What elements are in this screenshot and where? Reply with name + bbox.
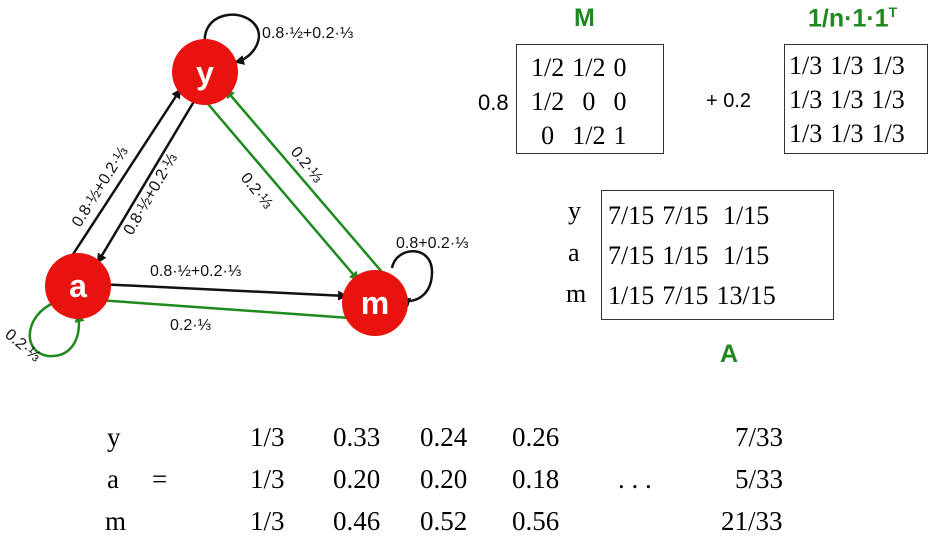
edge-m-to-a [96, 295, 351, 320]
matrix-u-row: 1/3 1/3 1/3 [785, 117, 909, 151]
iter-cell: 0.20 [333, 464, 381, 494]
iter-cell: 1/3 [250, 506, 285, 536]
iter-final: 21/33 [721, 506, 783, 536]
iter-final: 7/33 [735, 422, 784, 452]
node-m-label: m [361, 285, 389, 321]
iter-cell: 1/3 [250, 422, 285, 452]
matrix-u-cell: 1/3 [789, 119, 823, 148]
iter-final: 5/33 [735, 464, 784, 494]
matrix-a-cell: 1/15 [722, 201, 770, 230]
matrix-u-cell: 1/3 [871, 51, 905, 80]
iter-cell: 0.20 [420, 464, 468, 494]
matrix-a-row: 1/15 7/15 13/15 [604, 276, 780, 316]
label-m-a: 0.2·⅓ [170, 317, 211, 334]
matrix-a-cell: 7/15 [608, 201, 655, 230]
matrix-u-cell: 1/3 [830, 85, 864, 114]
matrix-a-cell: 1/15 [662, 241, 709, 270]
matrix-m-cell: 1 [613, 121, 627, 150]
iter-label-m: m [105, 506, 127, 536]
matrix-u-row: 1/3 1/3 1/3 [785, 49, 909, 83]
matrix-u-cell: 1/3 [830, 51, 864, 80]
matrix-m-cell: 0 [582, 87, 596, 116]
node-m-circle [342, 270, 408, 336]
matrix-u-title-text: 1/n·1·1 [808, 4, 889, 33]
iter-cell: 0.18 [512, 464, 560, 494]
matrix-u-cell: 1/3 [789, 85, 823, 114]
matrix-m-cell: 1/2 [531, 87, 565, 116]
iter-cell: 0.56 [512, 506, 560, 536]
iter-cell: 0.46 [333, 506, 381, 536]
label-a-m: 0.8·½+0.2·⅓ [150, 263, 241, 280]
matrix-u-cell: 1/3 [871, 85, 905, 114]
matrix-m-cell: 0 [541, 121, 555, 150]
node-a-circle [45, 253, 111, 319]
node-y-circle [172, 39, 238, 105]
edge-y-to-m [207, 103, 360, 282]
matrix-a-title: A [720, 340, 739, 368]
matrix-a-cell: 7/15 [662, 201, 709, 230]
edge-a-to-y [66, 88, 182, 263]
matrix-a-row: 7/15 1/15 1/15 [604, 236, 780, 276]
edge-y-self [203, 13, 261, 65]
matrix-a-cell: 7/15 [662, 281, 709, 310]
label-m-self: 0.8+0.2·⅓ [396, 235, 469, 252]
iter-cell: 0.33 [333, 422, 381, 452]
matrix-a-cell: 13/15 [716, 281, 776, 310]
matrix-a-row-label-a: a [568, 238, 580, 267]
node-y-label: y [196, 55, 214, 91]
iter-cell: 0.52 [420, 506, 468, 536]
iter-label-a: a [107, 464, 119, 494]
iter-cell: 0.24 [420, 422, 468, 452]
markov-graph: y a m 0.8·½+0.2·⅓ 0.8·½+0.2·⅓ 0.8·½+0.2·… [1, 13, 469, 365]
iter-cell: 1/3 [250, 464, 285, 494]
matrix-m-scalar: 0.8 [478, 90, 509, 115]
matrix-u-title: 1/n·1·1T [808, 4, 897, 33]
matrix-u-cell: 1/3 [789, 51, 823, 80]
iter-equals: = [152, 464, 168, 494]
iter-ellipsis: . . . [618, 464, 652, 494]
iter-cell: 0.26 [512, 422, 560, 452]
matrix-m-title: M [574, 4, 595, 32]
matrix-m-row: 1/2 0 0 [527, 85, 630, 119]
matrix-a-row: 7/15 7/15 1/15 [604, 196, 780, 236]
node-a-label: a [69, 268, 87, 304]
matrix-a-row-label-y: y [568, 196, 581, 225]
edge-m-self [390, 250, 434, 308]
matrix-u-cell: 1/3 [830, 119, 864, 148]
matrix-m-cell: 1/2 [531, 53, 565, 82]
plus-scalar: + 0.2 [706, 90, 752, 112]
matrix-a-cell: 7/15 [608, 241, 655, 270]
iter-label-y: y [107, 422, 121, 452]
matrix-a: 7/15 7/15 1/15 7/15 1/15 1/15 1/15 7/15 13/15 [601, 190, 834, 320]
matrix-m: 1/2 1/2 0 1/2 0 0 0 1/2 1 [516, 44, 664, 154]
edge-a-to-m [97, 282, 348, 301]
matrix-a-cell: 1/15 [608, 281, 655, 310]
matrix-m-cell: 0 [613, 53, 627, 82]
matrix-m-cell: 0 [613, 87, 627, 116]
matrix-m-cell: 1/2 [572, 53, 606, 82]
matrix-u-title-sup: T [888, 4, 898, 20]
matrix-u: 1/3 1/3 1/3 1/3 1/3 1/3 1/3 1/3 1/3 [784, 44, 928, 154]
edge-y-to-a [96, 97, 198, 264]
matrix-u-cell: 1/3 [871, 119, 905, 148]
matrix-a-cell: 1/15 [722, 241, 770, 270]
matrix-m-cell: 1/2 [572, 121, 606, 150]
label-y-self: 0.8·½+0.2·⅓ [262, 25, 353, 42]
matrix-m-row: 0 1/2 1 [527, 119, 630, 153]
matrix-m-row: 1/2 1/2 0 [527, 51, 630, 85]
matrix-a-row-label-m: m [566, 279, 587, 308]
edge-m-to-y [224, 88, 383, 273]
edge-a-self [28, 298, 85, 358]
matrix-u-row: 1/3 1/3 1/3 [785, 83, 909, 117]
